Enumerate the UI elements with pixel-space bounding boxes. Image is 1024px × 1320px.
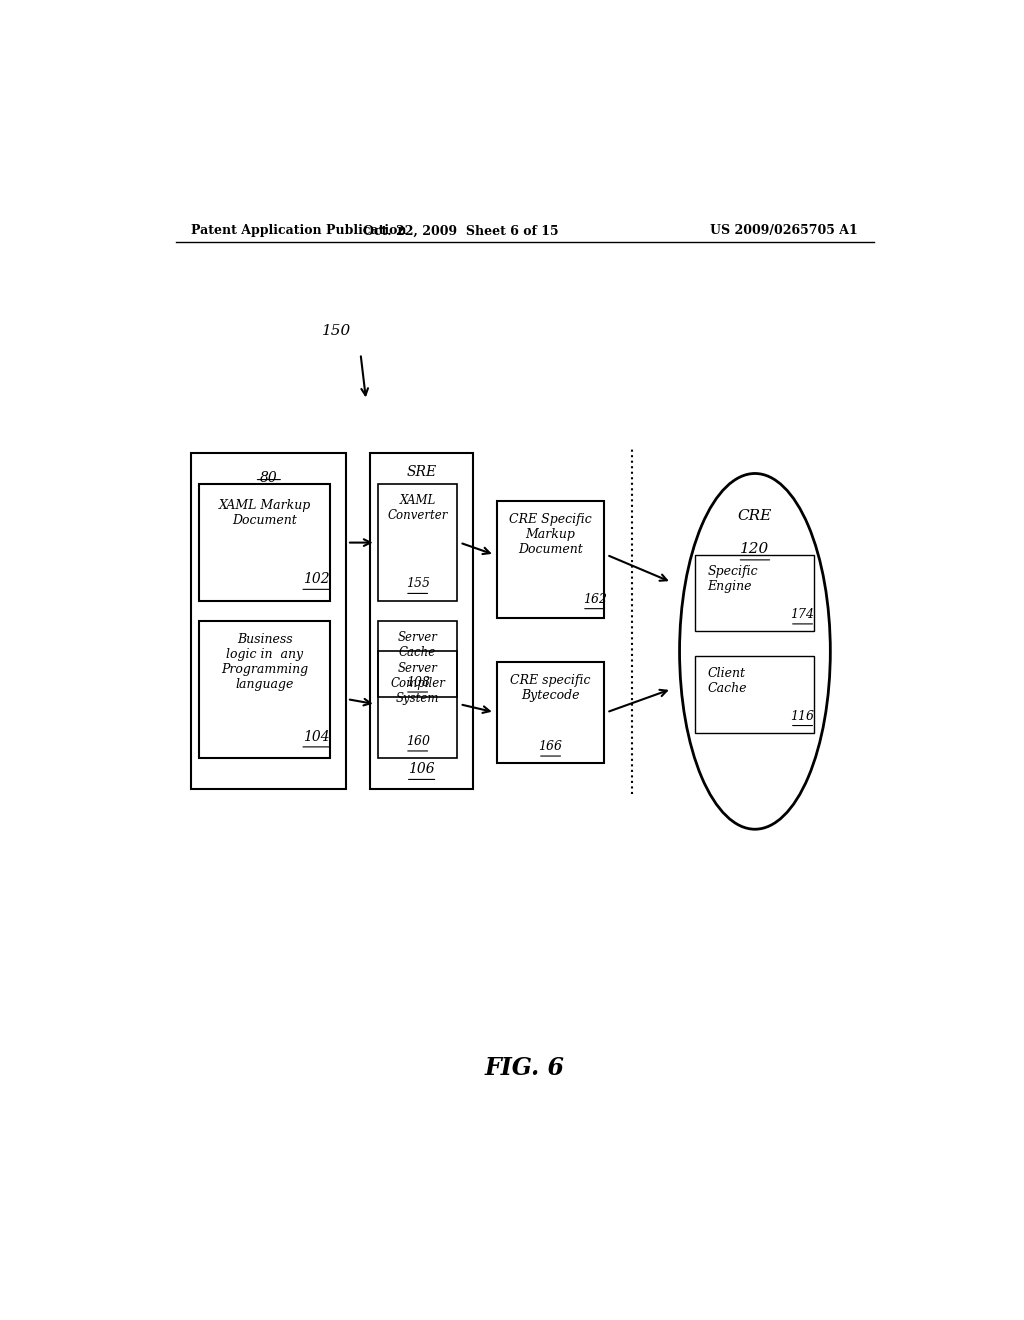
- Text: CRE: CRE: [738, 510, 772, 523]
- Text: 108: 108: [406, 676, 430, 689]
- Text: 174: 174: [791, 609, 814, 620]
- Bar: [378, 620, 458, 697]
- Bar: [497, 661, 604, 763]
- Text: XAML Markup
Document: XAML Markup Document: [219, 499, 311, 527]
- Bar: [200, 483, 331, 601]
- Bar: [378, 483, 458, 601]
- Text: 102: 102: [303, 573, 330, 586]
- Text: 162: 162: [583, 593, 606, 606]
- Text: 120: 120: [740, 541, 770, 556]
- Text: US 2009/0265705 A1: US 2009/0265705 A1: [711, 224, 858, 238]
- Text: 150: 150: [323, 325, 351, 338]
- Text: 155: 155: [406, 577, 430, 590]
- Text: Patent Application Publication: Patent Application Publication: [191, 224, 407, 238]
- Text: Server
Cache: Server Cache: [397, 631, 437, 659]
- Text: Server
Compiler
System: Server Compiler System: [390, 661, 445, 705]
- Text: 160: 160: [406, 735, 430, 748]
- Text: 104: 104: [303, 730, 330, 744]
- Text: CRE Specific
Markup
Document: CRE Specific Markup Document: [509, 513, 592, 556]
- Bar: [695, 656, 814, 733]
- Bar: [370, 453, 473, 788]
- Text: 80: 80: [260, 471, 278, 486]
- Text: 106: 106: [409, 763, 435, 776]
- Text: Business
logic in  any
Programming
language: Business logic in any Programming langua…: [221, 634, 308, 692]
- Bar: [695, 554, 814, 631]
- Text: 166: 166: [539, 741, 562, 752]
- Text: Specific
Engine: Specific Engine: [708, 565, 758, 593]
- Bar: [200, 620, 331, 758]
- Bar: [497, 500, 604, 618]
- Text: Oct. 22, 2009  Sheet 6 of 15: Oct. 22, 2009 Sheet 6 of 15: [364, 224, 559, 238]
- Text: 116: 116: [791, 710, 814, 722]
- Text: SRE: SRE: [407, 466, 436, 479]
- Text: XAML
Converter: XAML Converter: [387, 494, 447, 521]
- Bar: [191, 453, 346, 788]
- Text: FIG. 6: FIG. 6: [484, 1056, 565, 1080]
- Text: CRE specific
Bytecode: CRE specific Bytecode: [510, 673, 591, 702]
- Text: Client
Cache: Client Cache: [708, 667, 746, 694]
- Bar: [378, 651, 458, 758]
